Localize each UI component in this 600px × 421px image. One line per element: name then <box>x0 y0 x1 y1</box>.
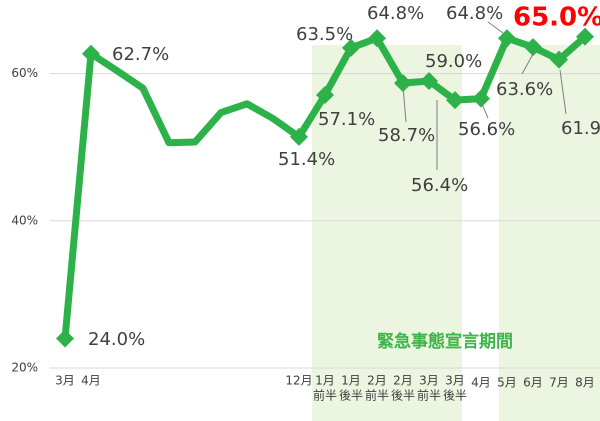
value-label: 62.7% <box>112 44 169 65</box>
value-label: 63.6% <box>496 79 553 100</box>
point-marker <box>316 85 334 104</box>
x-tick-label: 後半 <box>443 389 467 403</box>
x-tick-label: 後半 <box>391 389 415 403</box>
x-tick-label: 1月 <box>341 374 361 388</box>
point-marker <box>394 74 412 93</box>
leader-line <box>481 103 489 119</box>
value-label: 64.8% <box>446 3 503 24</box>
x-tick-label: 2月 <box>367 374 387 388</box>
x-tick-label: 1月 <box>315 374 335 388</box>
leader-line <box>487 21 504 34</box>
x-tick-label: 7月 <box>549 376 569 390</box>
point-marker <box>576 27 594 46</box>
point-marker <box>446 91 464 110</box>
point-marker <box>550 50 568 69</box>
x-tick-label: 前半 <box>365 388 389 403</box>
value-label: 61.9% <box>561 118 600 139</box>
x-tick-label: 前半 <box>417 388 441 403</box>
value-label: 63.5% <box>296 24 353 45</box>
point-marker <box>524 38 542 57</box>
period-shade <box>312 45 462 421</box>
x-tick-label: 5月 <box>497 376 517 390</box>
value-label: 57.1% <box>318 109 375 130</box>
point-marker <box>420 71 438 90</box>
x-tick-label: 12月 <box>285 374 312 388</box>
point-marker <box>342 38 360 57</box>
leader-line <box>521 53 534 75</box>
x-tick-label: 前半 <box>313 388 337 403</box>
x-tick-label: 3月 <box>55 374 75 388</box>
point-marker <box>498 29 516 48</box>
value-label: 56.4% <box>411 175 468 196</box>
x-tick-label: 4月 <box>81 374 101 388</box>
point-marker <box>56 329 74 348</box>
x-tick-label: 8月 <box>575 376 595 390</box>
x-tick-label: 2月 <box>393 374 413 388</box>
annotation: 緊急事態宣言期間 <box>377 331 513 352</box>
value-label: 58.7% <box>378 125 435 146</box>
x-tick-label: 4月 <box>471 376 491 390</box>
leader-line <box>559 69 567 115</box>
y-tick-label: 20% <box>11 361 38 375</box>
point-marker <box>290 127 308 146</box>
period-shade <box>499 45 600 421</box>
point-marker <box>368 29 386 48</box>
value-label: 59.0% <box>425 51 482 72</box>
x-tick-label: 後半 <box>339 389 363 403</box>
point-marker <box>472 89 490 108</box>
y-tick-label: 40% <box>11 213 38 227</box>
x-tick-label: 3月 <box>419 374 439 388</box>
y-tick-label: 60% <box>11 66 38 80</box>
value-label: 64.8% <box>367 3 424 24</box>
leader-line <box>402 85 407 123</box>
x-tick-label: 6月 <box>523 376 543 390</box>
x-tick-label: 3月 <box>445 374 465 388</box>
value-label: 51.4% <box>278 149 335 170</box>
value-label: 24.0% <box>88 329 145 350</box>
value-label: 65.0% <box>513 3 600 33</box>
value-label: 56.6% <box>458 119 515 140</box>
point-marker <box>82 44 100 63</box>
